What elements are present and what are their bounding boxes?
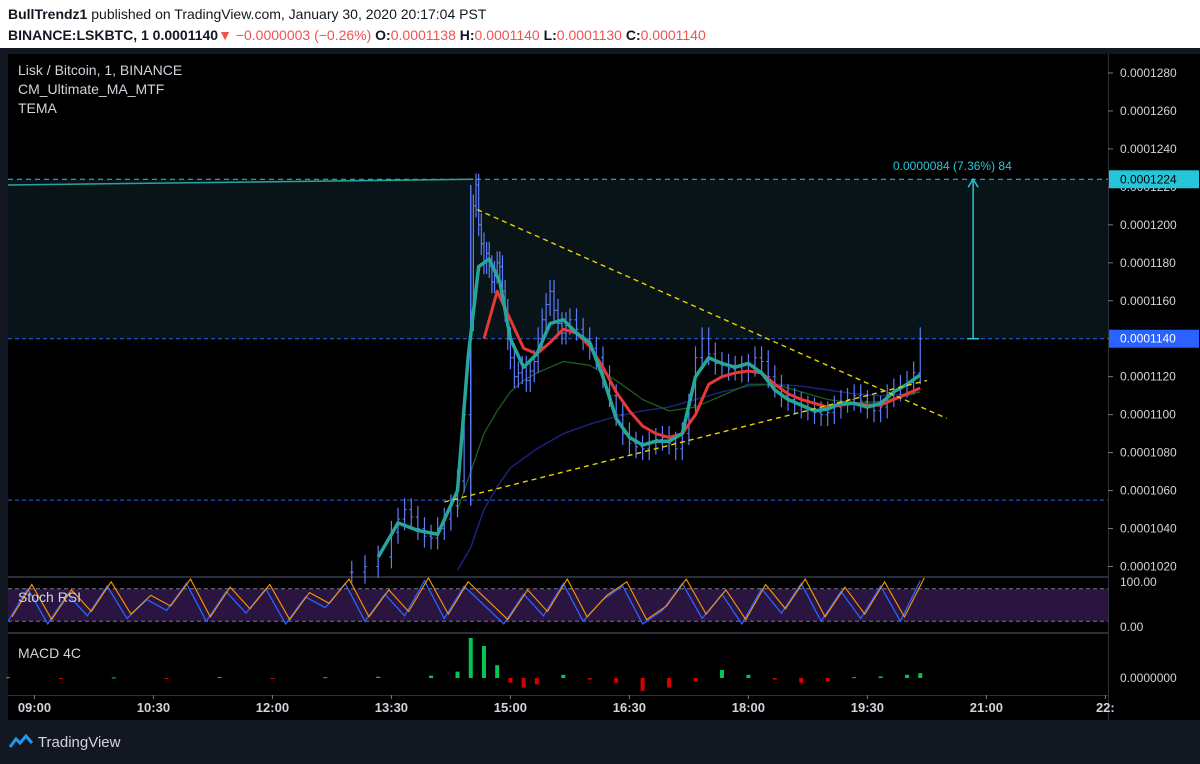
macd-bar xyxy=(825,678,830,682)
current-price-tag-label: 0.0001140 xyxy=(1120,332,1176,346)
macd-bar xyxy=(878,676,883,678)
macd-bar xyxy=(587,678,592,680)
tradingview-brand: TradingView xyxy=(37,734,121,751)
high-label: H: xyxy=(459,27,475,43)
tradingview-logo[interactable]: TradingView xyxy=(8,733,120,751)
low-value: 0.0001130 xyxy=(556,27,622,43)
price-tick-label: 0.0001260 xyxy=(1120,104,1177,118)
price-tick-label: 0.0001180 xyxy=(1120,256,1176,270)
chart-title[interactable]: Lisk / Bitcoin, 1, BINANCE xyxy=(18,62,183,78)
price-tick-label: 0.0001200 xyxy=(1120,218,1177,232)
time-tick-label: 16:30 xyxy=(613,700,646,715)
price-tick-label: 0.0001280 xyxy=(1120,66,1177,80)
macd-bar xyxy=(918,673,923,678)
time-tick-label: 18:00 xyxy=(732,700,765,715)
macd-bar xyxy=(429,675,434,678)
ma-green-line xyxy=(456,360,921,510)
last-price: 0.0001140 xyxy=(152,27,219,43)
price-tick-label: 0.0001160 xyxy=(1120,294,1176,308)
current-price-tag[interactable] xyxy=(1109,329,1199,348)
macd-bar xyxy=(640,678,645,691)
close-value: 0.0001140 xyxy=(640,27,706,43)
publish-info: published on TradingView.com, January 30… xyxy=(91,6,487,22)
stoch-tick-0: 0.00 xyxy=(1120,620,1144,634)
macd-tick-zero: 0.0000000 xyxy=(1120,671,1177,685)
stoch-rsi-label[interactable]: Stoch RSI xyxy=(18,589,82,605)
time-tick-label: 13:30 xyxy=(375,700,408,715)
indicator-legend-ma[interactable]: CM_Ultimate_MA_MTF xyxy=(18,81,165,97)
price-tick-label: 0.0001080 xyxy=(1120,446,1177,460)
time-tick-label: 22: xyxy=(1096,700,1115,715)
price-tick-label: 0.0001060 xyxy=(1120,484,1177,498)
measure-label: 0.0000084 (7.36%) 84 xyxy=(893,159,1012,173)
time-tick-label: 21:00 xyxy=(970,700,1003,715)
macd-bar xyxy=(508,678,513,683)
stoch-tick-100: 100.00 xyxy=(1120,575,1157,589)
footer xyxy=(0,720,1200,764)
time-tick-label: 12:00 xyxy=(256,700,289,715)
macd-bar xyxy=(614,678,619,683)
price-tick-label: 0.0001120 xyxy=(1120,370,1176,384)
triangle-lower-line xyxy=(444,379,928,503)
price-axis[interactable] xyxy=(1108,54,1200,720)
macd-bar xyxy=(772,678,777,680)
macd-label[interactable]: MACD 4C xyxy=(18,645,82,661)
macd-bar xyxy=(58,678,63,679)
macd-bar xyxy=(111,677,116,679)
indicator-legend-tema[interactable]: TEMA xyxy=(18,100,57,116)
macd-bar xyxy=(719,670,724,678)
publish-header: BullTrendz1 published on TradingView.com… xyxy=(0,0,1200,48)
macd-bar xyxy=(164,678,169,679)
time-axis[interactable] xyxy=(8,695,1108,721)
open-label: O: xyxy=(375,27,391,43)
open-value: 0.0001138 xyxy=(390,27,456,43)
macd-bar xyxy=(746,674,751,678)
resistance-price-tag[interactable] xyxy=(1109,170,1199,189)
change-arrow-icon: ▼ xyxy=(218,27,232,43)
time-tick-label: 09:00 xyxy=(18,700,51,715)
high-value: 0.0001140 xyxy=(474,27,540,43)
macd-bar xyxy=(521,678,526,688)
tema-line xyxy=(376,257,922,558)
time-tick-label: 10:30 xyxy=(137,700,170,715)
macd-bar xyxy=(495,665,500,678)
time-tick-label: 19:30 xyxy=(851,700,884,715)
price-tick-label: 0.0001040 xyxy=(1120,522,1177,536)
close-label: C: xyxy=(625,27,641,43)
macd-bar xyxy=(534,678,539,685)
triangle-upper-line xyxy=(477,209,947,420)
macd-bar xyxy=(455,671,460,678)
low-label: L: xyxy=(543,27,557,43)
macd-bar xyxy=(905,674,910,678)
macd-bar xyxy=(481,646,486,678)
time-tick-label: 15:00 xyxy=(494,700,527,715)
resistance-price-tag-label: 0.0001224 xyxy=(1120,172,1177,186)
symbol-label: BINANCE:LSKBTC, 1 xyxy=(8,27,149,43)
macd-bar xyxy=(217,677,222,679)
ma-blue-line xyxy=(456,383,921,571)
measure-arrow-icon xyxy=(967,177,979,188)
macd-bar xyxy=(852,677,857,679)
macd-bar xyxy=(561,674,566,678)
macd-bar xyxy=(468,638,473,678)
macd-bar xyxy=(376,676,381,678)
price-change: −0.0000003 (−0.26%) xyxy=(235,27,372,43)
macd-bar xyxy=(6,677,10,679)
price-tick-label: 0.0001100 xyxy=(1120,408,1176,422)
stoch-d-line xyxy=(11,576,925,621)
ohlc-line: BINANCE:LSKBTC, 1 0.0001140▼ −0.0000003 … xyxy=(8,27,706,43)
stoch-k-line xyxy=(7,579,921,626)
tradingview-cloud-icon xyxy=(8,733,34,748)
macd-bar xyxy=(667,678,672,688)
macd-bar xyxy=(799,678,804,683)
macd-bar xyxy=(270,678,275,679)
publish-line: BullTrendz1 published on TradingView.com… xyxy=(8,6,486,22)
macd-bar xyxy=(693,678,698,682)
author-name[interactable]: BullTrendz1 xyxy=(8,6,88,22)
price-tick-label: 0.0001020 xyxy=(1120,560,1177,574)
price-tick-label: 0.0001240 xyxy=(1120,142,1177,156)
resistance-trendline xyxy=(7,178,474,186)
macd-bar xyxy=(323,677,328,679)
